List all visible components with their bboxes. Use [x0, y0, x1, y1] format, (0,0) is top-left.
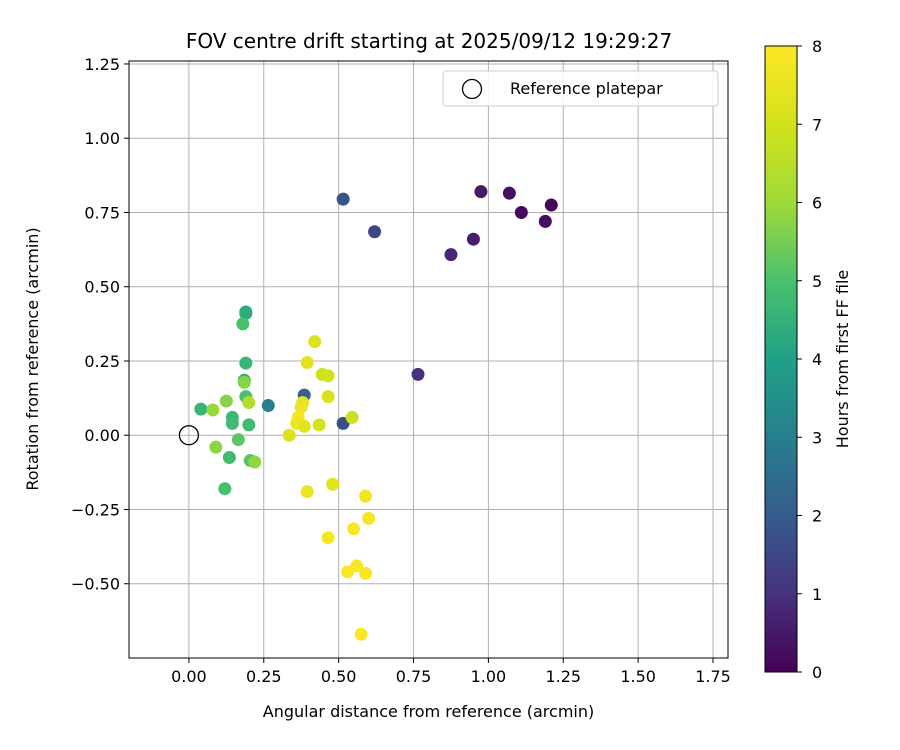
data-point	[354, 627, 368, 641]
y-axis-label: Rotation from reference (arcmin)	[23, 227, 42, 490]
y-tick-label: 0.25	[84, 352, 120, 371]
colorbar-tick-label: 2	[812, 507, 822, 526]
colorbar-tick-label: 0	[812, 663, 822, 682]
data-point	[514, 205, 528, 219]
y-tick-label: 0.75	[84, 203, 120, 222]
data-point	[219, 394, 233, 408]
x-tick-label: 0.00	[171, 667, 207, 686]
data-point	[225, 416, 239, 430]
x-tick-label: 0.25	[246, 667, 282, 686]
data-point	[411, 367, 425, 381]
data-point	[209, 440, 223, 454]
data-point	[218, 482, 232, 496]
reference-marker-layer	[178, 425, 200, 446]
y-tick-label: −0.50	[71, 575, 120, 594]
data-points	[194, 185, 558, 641]
colorbar-tick-label: 7	[812, 115, 822, 134]
colorbar-tick-label: 3	[812, 428, 822, 447]
x-tick-label: 0.50	[321, 667, 357, 686]
data-point	[368, 225, 382, 239]
y-axis-ticks: −0.50 −0.25 0.00 0.25 0.50 0.75 1.00 1.25	[71, 55, 129, 594]
legend-label-reference: Reference platepar	[510, 79, 663, 98]
y-tick-label: 1.25	[84, 55, 120, 74]
y-tick-label: 0.50	[84, 278, 120, 297]
x-tick-label: 1.50	[620, 667, 656, 686]
data-point	[359, 489, 373, 503]
data-point	[236, 317, 250, 331]
colorbar: 0 1 2 3 4 5 6 7 8 Hours from first FF file	[764, 37, 852, 682]
chart-title: FOV centre drift starting at 2025/09/12 …	[186, 29, 672, 53]
data-point	[321, 369, 335, 383]
reference-platepar-marker	[178, 425, 200, 446]
data-point	[359, 566, 373, 580]
colorbar-tick-label: 8	[812, 37, 822, 56]
legend-marker-open-circle	[461, 78, 483, 100]
data-point	[222, 451, 236, 465]
data-point	[502, 186, 516, 200]
grid	[129, 61, 728, 658]
data-point	[444, 248, 458, 262]
x-axis-ticks: 0.00 0.25 0.50 0.75 1.00 1.25 1.50 1.75	[171, 658, 731, 686]
data-point	[347, 522, 361, 536]
data-point	[242, 396, 256, 410]
colorbar-ticks: 0 1 2 3 4 5 6 7 8	[797, 37, 822, 682]
data-point	[321, 390, 335, 404]
data-point	[194, 402, 208, 416]
y-tick-label: −0.25	[71, 500, 120, 519]
x-tick-label: 1.00	[471, 667, 507, 686]
data-point	[474, 185, 488, 199]
y-tick-label: 0.00	[84, 426, 120, 445]
colorbar-tick-label: 4	[812, 350, 822, 369]
data-point	[300, 355, 314, 369]
data-point	[294, 400, 308, 414]
plot-frame	[128, 60, 729, 659]
data-point	[362, 511, 376, 525]
y-tick-label: 1.00	[84, 129, 120, 148]
data-point	[308, 335, 322, 349]
data-point	[538, 214, 552, 228]
data-point	[336, 192, 350, 206]
colorbar-label: Hours from first FF file	[833, 270, 852, 449]
colorbar-tick-label: 5	[812, 272, 822, 291]
x-tick-label: 1.75	[695, 667, 731, 686]
data-point	[345, 410, 359, 424]
data-point	[282, 428, 296, 442]
data-point	[239, 356, 253, 370]
data-point	[321, 531, 335, 545]
data-point	[237, 375, 251, 389]
data-point	[341, 565, 355, 579]
data-point	[544, 198, 558, 212]
data-point	[239, 306, 253, 320]
data-point	[326, 477, 340, 491]
data-point	[248, 455, 262, 469]
data-point	[312, 418, 326, 432]
colorbar-gradient	[764, 45, 798, 673]
data-point	[261, 399, 275, 413]
legend-box	[442, 70, 719, 107]
legend: Reference platepar	[442, 70, 719, 107]
data-point	[300, 485, 314, 499]
data-point	[466, 232, 480, 246]
data-point	[231, 433, 245, 447]
data-point	[242, 418, 256, 432]
colorbar-tick-label: 6	[812, 194, 822, 213]
data-point	[297, 419, 311, 433]
data-point	[206, 403, 220, 417]
x-tick-label: 1.25	[545, 667, 581, 686]
x-tick-label: 0.75	[396, 667, 432, 686]
x-axis-label: Angular distance from reference (arcmin)	[263, 702, 594, 721]
colorbar-tick-label: 1	[812, 585, 822, 604]
